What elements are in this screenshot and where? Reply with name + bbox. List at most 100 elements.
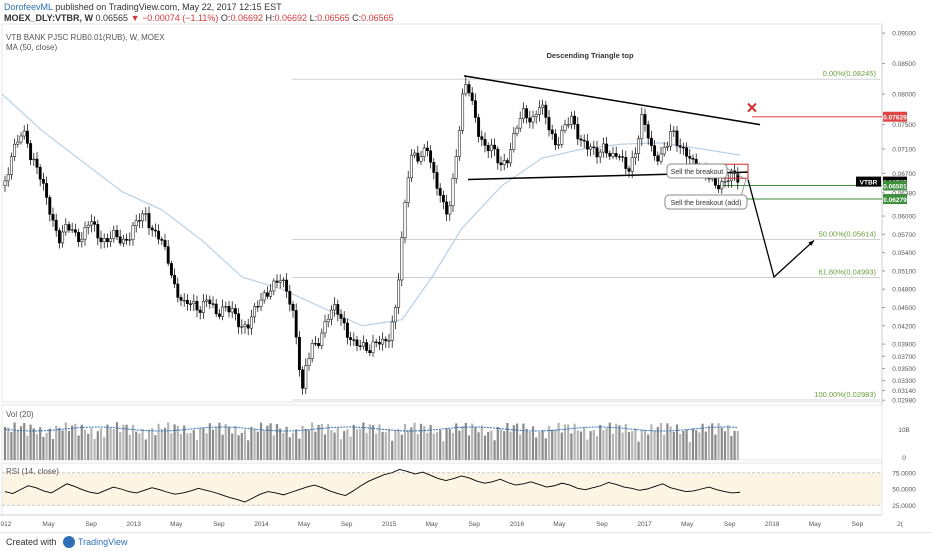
candle-body bbox=[637, 138, 641, 154]
candle-body bbox=[397, 279, 401, 308]
candle-body bbox=[185, 299, 189, 304]
candle-body bbox=[285, 279, 289, 292]
volume-bar bbox=[624, 424, 627, 460]
candle-body bbox=[301, 369, 305, 389]
x-tick-label: 2017 bbox=[637, 521, 652, 528]
candle-body bbox=[230, 308, 234, 313]
candle-body bbox=[64, 224, 68, 233]
volume-bar bbox=[320, 424, 323, 460]
candle-body bbox=[137, 220, 141, 222]
volume-bar bbox=[259, 422, 263, 460]
volume-bar bbox=[125, 424, 128, 460]
author-link[interactable]: DorofeevML bbox=[4, 2, 53, 12]
volume-bar bbox=[659, 422, 663, 460]
volume-bar bbox=[170, 433, 173, 460]
candle-body bbox=[672, 130, 676, 132]
candle-body bbox=[272, 280, 276, 292]
volume-bar bbox=[42, 436, 45, 460]
volume-bar bbox=[359, 428, 362, 460]
tradingview-logo-icon bbox=[63, 536, 75, 548]
volume-bar bbox=[522, 423, 525, 460]
volume-bar bbox=[243, 429, 247, 460]
candle-body bbox=[3, 180, 7, 186]
volume-bar bbox=[608, 422, 611, 460]
volume-bar bbox=[528, 431, 531, 460]
low-label: L: bbox=[309, 13, 318, 23]
fib-level-label: 50.00%(0.05614) bbox=[818, 230, 876, 239]
candle-body bbox=[381, 338, 385, 345]
volume-bar bbox=[378, 424, 381, 460]
y-tick-label: 0.08000 bbox=[892, 92, 916, 99]
candle-body bbox=[521, 108, 525, 119]
candle-body bbox=[685, 147, 689, 157]
fib-level-label: 100.00%(0.02983) bbox=[814, 390, 876, 399]
volume-bar bbox=[410, 427, 413, 460]
candle-body bbox=[211, 303, 215, 305]
candle-body bbox=[259, 299, 263, 307]
candle-body bbox=[464, 84, 468, 95]
price-badge bbox=[883, 111, 907, 122]
volume-bar bbox=[115, 422, 119, 460]
candle-body bbox=[19, 135, 23, 143]
volume-bar bbox=[560, 432, 563, 460]
volume-bar bbox=[157, 423, 160, 460]
symbol-name[interactable]: MOEX_DLY:VTBR, W bbox=[4, 13, 94, 23]
volume-pane-label[interactable]: Vol (20) bbox=[6, 410, 34, 419]
candle-body bbox=[329, 309, 333, 320]
volume-bar bbox=[99, 428, 103, 460]
x-tick-label: 2018 bbox=[765, 521, 780, 528]
volume-bar bbox=[247, 440, 250, 460]
volume-bar bbox=[87, 433, 90, 460]
fib-level-label: 61.80%(0.04993) bbox=[818, 267, 876, 276]
volume-bar bbox=[349, 436, 352, 460]
volume-bar bbox=[394, 429, 397, 460]
candle-body bbox=[275, 280, 279, 283]
candle-body bbox=[121, 238, 125, 244]
candle-body bbox=[608, 152, 612, 157]
volume-bar bbox=[538, 432, 541, 460]
volume-bar bbox=[557, 422, 560, 460]
volume-bar bbox=[106, 424, 109, 460]
volume-bar bbox=[471, 423, 474, 460]
volume-bar bbox=[544, 438, 547, 460]
candle-body bbox=[659, 153, 663, 162]
y-tick-label: 0.03140 bbox=[892, 388, 916, 395]
candle-body bbox=[102, 238, 106, 243]
callout-box bbox=[666, 163, 728, 179]
volume-bar bbox=[458, 430, 461, 460]
volume-bar bbox=[381, 431, 384, 460]
volume-bar bbox=[263, 430, 266, 460]
rsi-pane-label[interactable]: RSI (14, close) bbox=[6, 467, 59, 476]
chart-canvas[interactable]: 0.09000 0.08500 0.08000 0.07500 0.07100 0.067… bbox=[0, 0, 932, 532]
x-tick-label: May bbox=[553, 521, 566, 528]
volume-bar bbox=[506, 422, 509, 460]
rsi-tick-label: 50.0000 bbox=[892, 487, 916, 494]
volume-bar bbox=[576, 430, 579, 460]
candle-body bbox=[144, 213, 148, 215]
volume-bar bbox=[250, 426, 253, 460]
candle-body bbox=[566, 124, 570, 126]
volume-bar bbox=[288, 437, 291, 460]
candle-body bbox=[176, 283, 180, 298]
candle-body bbox=[480, 136, 484, 140]
candle-body bbox=[371, 341, 375, 354]
tradingview-link[interactable]: TradingView bbox=[78, 537, 128, 547]
candle-body bbox=[54, 219, 58, 231]
candle-body bbox=[153, 229, 157, 232]
volume-bar bbox=[397, 429, 400, 460]
candle-body bbox=[189, 303, 193, 305]
candle-body bbox=[403, 202, 407, 239]
volume-bar bbox=[407, 429, 410, 460]
candle-body bbox=[262, 292, 266, 301]
candle-body bbox=[611, 153, 615, 157]
volume-bar bbox=[701, 423, 704, 460]
candle-body bbox=[377, 342, 381, 345]
publish-info: published on TradingView.com, May 22, 20… bbox=[55, 2, 282, 12]
y-tick-label: 0.08500 bbox=[892, 61, 916, 68]
candle-body bbox=[605, 143, 609, 154]
ma-study-label[interactable]: MA (50, close) bbox=[6, 43, 58, 52]
x-tick-label: 2( bbox=[897, 521, 904, 528]
y-tick-label: 0.04500 bbox=[892, 305, 916, 312]
volume-bar bbox=[227, 427, 231, 460]
candle-body bbox=[160, 238, 164, 241]
